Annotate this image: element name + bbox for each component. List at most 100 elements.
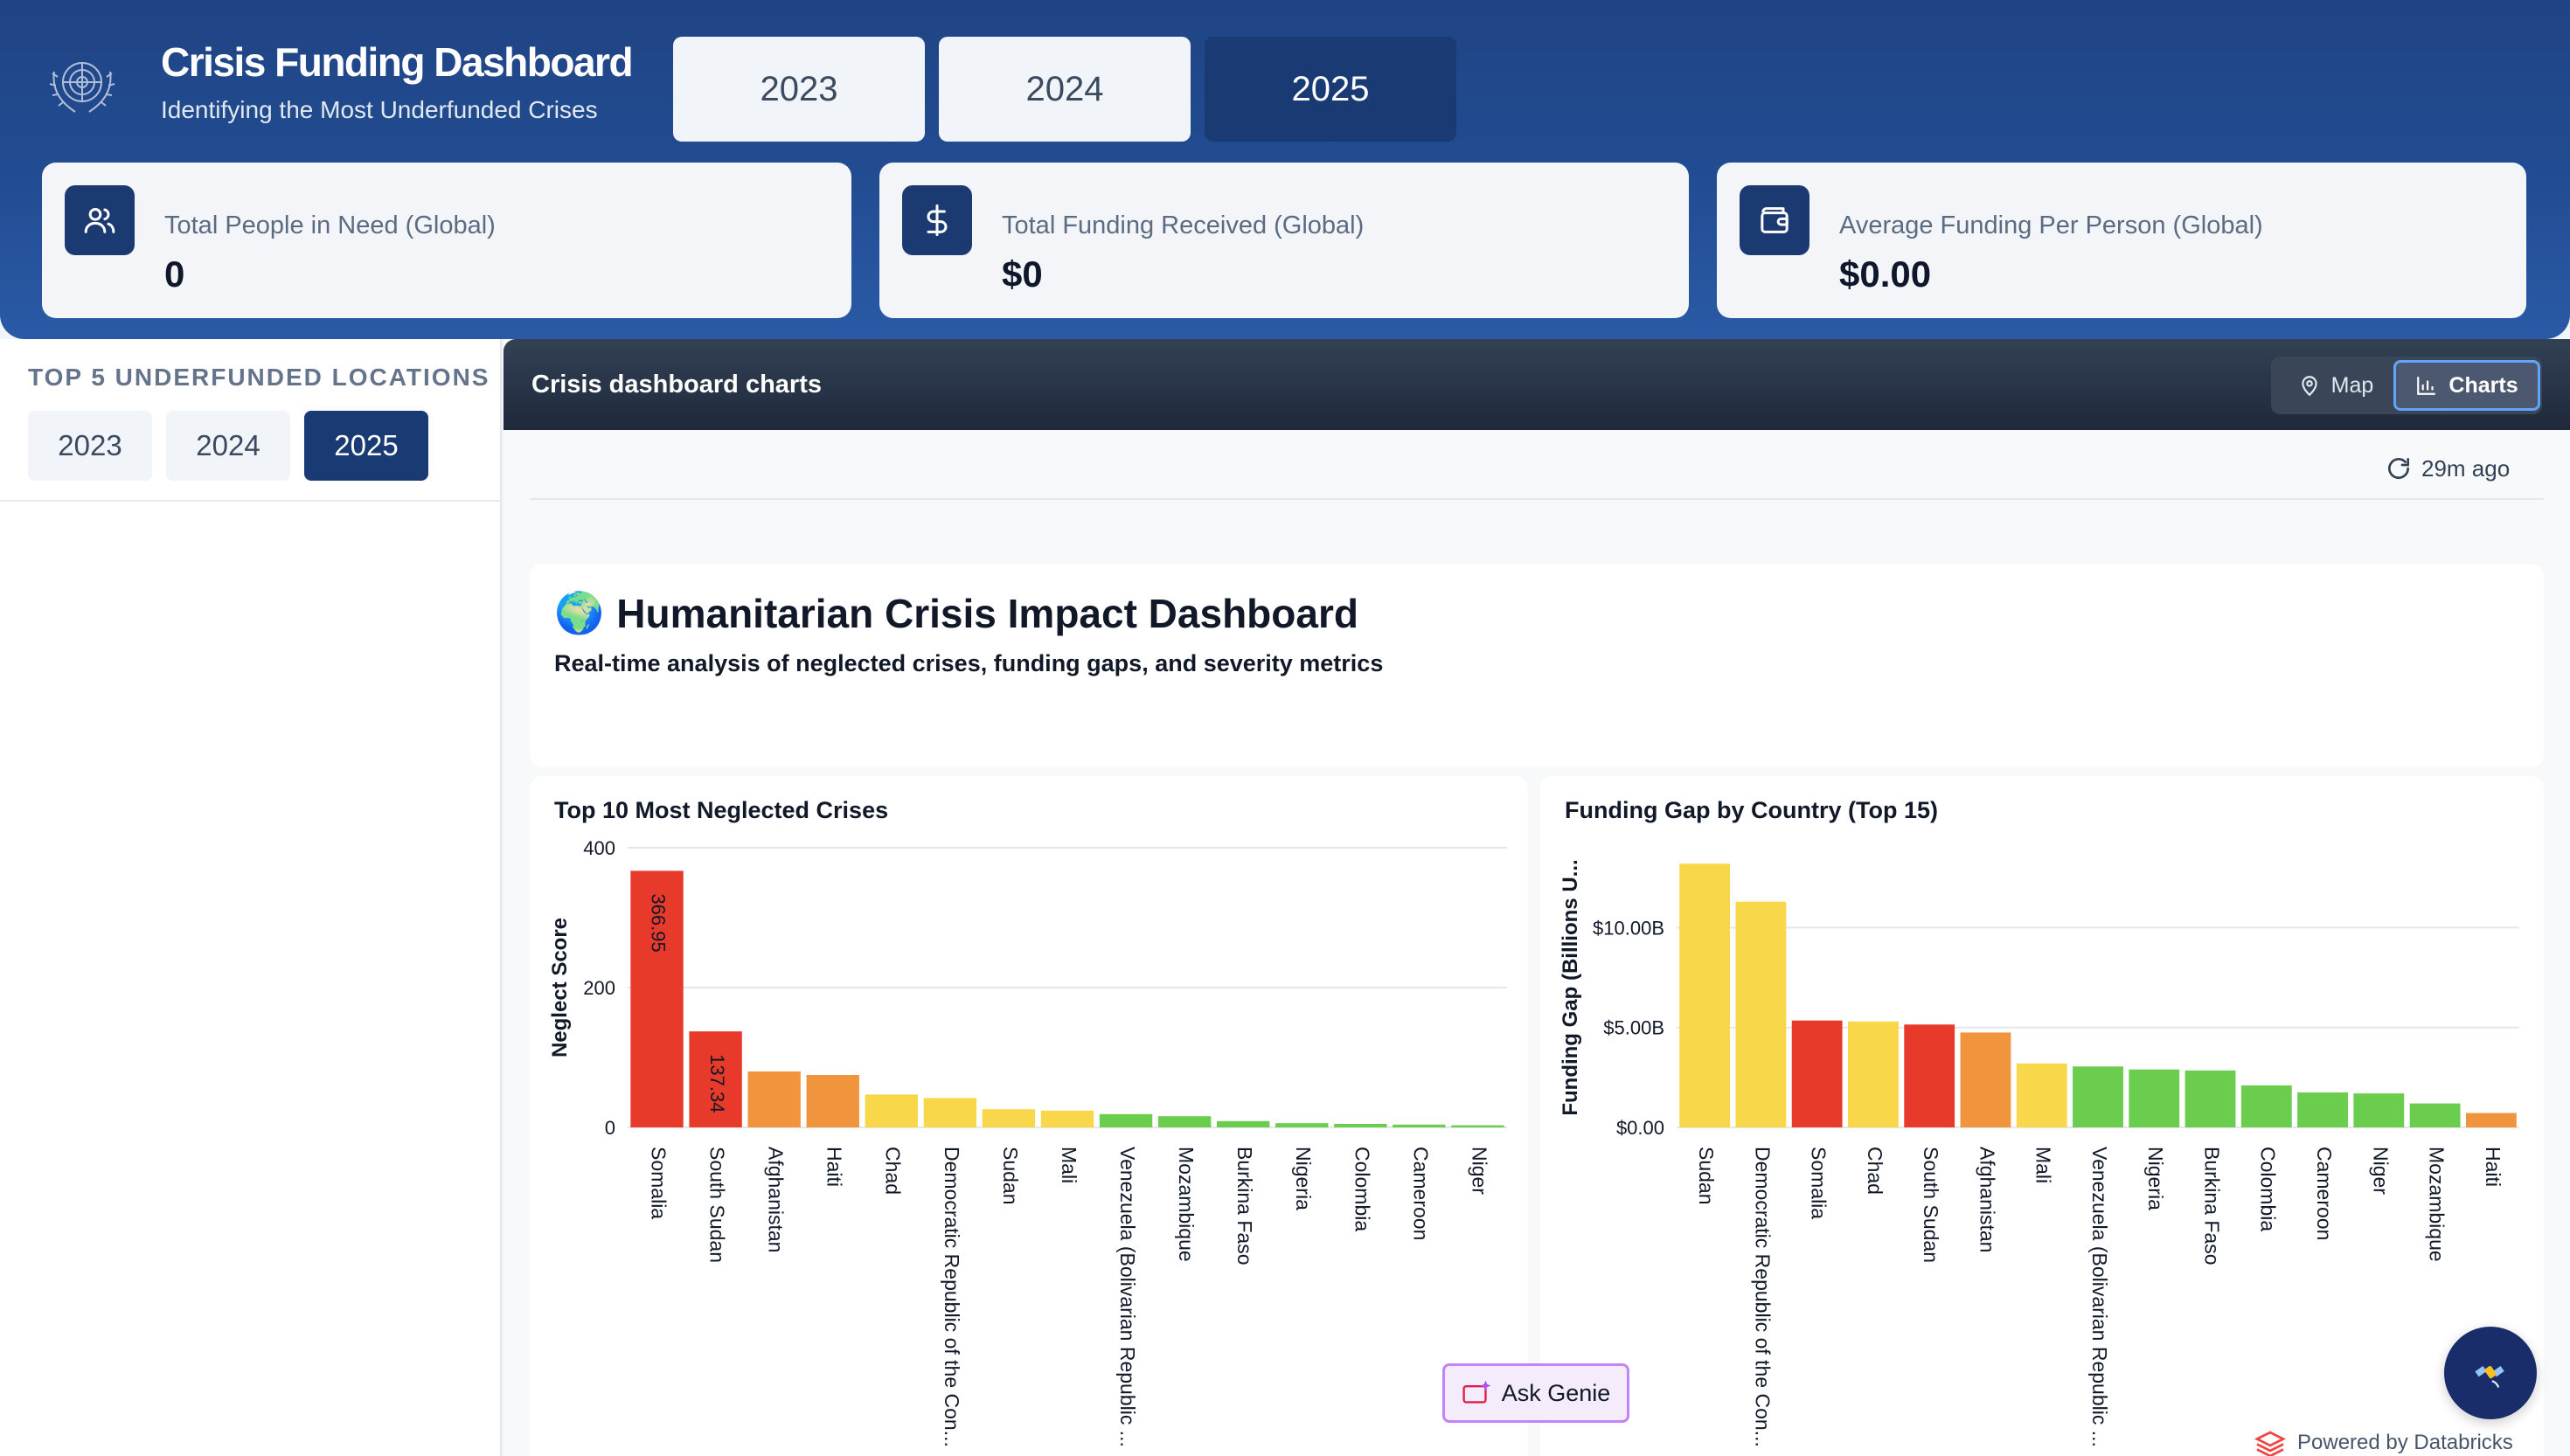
- x-tick-label: Niger: [1468, 1147, 1490, 1195]
- bar[interactable]: [1040, 1110, 1094, 1127]
- bar[interactable]: [630, 870, 684, 1127]
- ask-genie-label: Ask Genie: [1501, 1379, 1611, 1406]
- kpi-value: $0.00: [1839, 253, 1932, 295]
- bar[interactable]: [865, 1094, 918, 1127]
- year-tab-2023[interactable]: 2023: [673, 37, 925, 142]
- bar[interactable]: [1451, 1125, 1504, 1127]
- bar[interactable]: [689, 1031, 742, 1127]
- x-tick-label: Burkina Faso: [1233, 1147, 1256, 1265]
- x-tick-label: Mozambique: [1175, 1147, 1198, 1262]
- bar[interactable]: [1275, 1123, 1329, 1127]
- x-tick-label: South Sudan: [706, 1147, 729, 1263]
- refresh-time: 29m ago: [2421, 454, 2511, 482]
- dashboard-title-text: Humanitarian Crisis Impact Dashboard: [616, 590, 1358, 636]
- genie-sparkle-icon: [1462, 1380, 1491, 1404]
- location-year-tab-2024[interactable]: 2024: [166, 411, 290, 481]
- neglected-crises-chart: 0 200 400 Neglect Score 366.95 Somalia 137.34 S…: [548, 837, 1507, 1447]
- x-tick-label: Venezuela (Bolivarian Republic ...: [2088, 1147, 2111, 1447]
- charts-topbar: Crisis dashboard charts Map Charts: [504, 339, 2570, 430]
- panel-title: TOP 5 UNDERFUNDED LOCATIONS: [28, 364, 490, 391]
- bar[interactable]: [1679, 863, 1731, 1127]
- bar[interactable]: [1157, 1116, 1212, 1127]
- location-year-tab-2025[interactable]: 2025: [304, 411, 428, 481]
- bar[interactable]: [2129, 1069, 2180, 1127]
- year-tab-2025[interactable]: 2025: [1205, 37, 1456, 142]
- y-tick-label: $10.00B: [1593, 917, 1664, 939]
- x-tick-label: Democratic Republic of the Con...: [1751, 1147, 1774, 1447]
- x-tick-label: Nigeria: [1292, 1147, 1315, 1210]
- topbar-title: Crisis dashboard charts: [531, 371, 822, 399]
- refresh-icon: [2388, 458, 2409, 479]
- x-tick-label: Niger: [2369, 1147, 2392, 1195]
- bar[interactable]: [982, 1109, 1036, 1127]
- charts-toggle-button[interactable]: Charts: [2393, 360, 2540, 411]
- y-tick-label: 200: [583, 977, 615, 999]
- bar[interactable]: [1334, 1124, 1387, 1127]
- funding-gap-chart: $0.00 $5.00B $10.00B Funding Gap (Billions …: [1559, 859, 2519, 1447]
- x-tick-label: Somalia: [647, 1147, 670, 1219]
- globe-icon: 🌍: [554, 590, 605, 635]
- chart-title: Funding Gap by Country (Top 15): [1565, 797, 1938, 823]
- kpi-label: Total People in Need (Global): [164, 211, 496, 239]
- bar[interactable]: [1217, 1120, 1270, 1127]
- underfunded-locations-panel: TOP 5 UNDERFUNDED LOCATIONS 2023 2024 20…: [0, 339, 502, 1456]
- bar[interactable]: [1791, 1020, 1843, 1127]
- bar[interactable]: [1099, 1113, 1153, 1127]
- bar-data-label: 366.95: [648, 893, 670, 952]
- y-tick-label: $0.00: [1616, 1117, 1664, 1139]
- map-toggle-label: Map: [2330, 372, 2374, 398]
- kpi-value: 0: [164, 253, 185, 295]
- x-tick-label: Mali: [2032, 1147, 2055, 1183]
- bar[interactable]: [1735, 901, 1787, 1127]
- map-toggle-button[interactable]: Map: [2275, 360, 2397, 411]
- bar[interactable]: [1904, 1024, 1955, 1127]
- x-tick-label: Mali: [1058, 1147, 1080, 1183]
- kpi-card-people-in-need: Total People in Need (Global) 0: [42, 163, 851, 318]
- satellite-icon: [2475, 1365, 2504, 1388]
- chart-title: Top 10 Most Neglected Crises: [554, 797, 889, 823]
- kpi-card-avg-funding: Average Funding Per Person (Global) $0.0…: [1717, 163, 2526, 318]
- bar[interactable]: [2016, 1063, 2067, 1127]
- bar[interactable]: [806, 1075, 859, 1127]
- users-icon: [65, 185, 135, 255]
- x-tick-label: Haiti: [823, 1147, 846, 1187]
- powered-by: Powered by Databricks: [2254, 1430, 2513, 1456]
- bar[interactable]: [2465, 1113, 2517, 1127]
- dashboard-subtitle: Real-time analysis of neglected crises, …: [554, 650, 1384, 676]
- charts-toggle-label: Charts: [2448, 372, 2518, 398]
- x-tick-label: Burkina Faso: [2200, 1147, 2223, 1265]
- divider: [530, 498, 2544, 500]
- year-tab-2024[interactable]: 2024: [939, 37, 1191, 142]
- x-tick-label: Mozambique: [2426, 1147, 2448, 1262]
- bar[interactable]: [2353, 1093, 2405, 1127]
- funding-gap-chart-card: Funding Gap by Country (Top 15) $0.00 $5.…: [1540, 776, 2544, 1456]
- dashboard-title: 🌍 Humanitarian Crisis Impact Dashboard: [554, 589, 1358, 637]
- bar[interactable]: [2184, 1070, 2236, 1127]
- bar[interactable]: [2073, 1066, 2123, 1127]
- refresh-status[interactable]: 29m ago: [2385, 454, 2510, 482]
- bar-chart-icon: [2417, 377, 2436, 395]
- bar[interactable]: [2409, 1103, 2461, 1127]
- x-tick-label: Colombia: [2257, 1147, 2280, 1231]
- kpi-label: Total Funding Received (Global): [1002, 211, 1365, 239]
- location-year-tab-2023[interactable]: 2023: [28, 411, 152, 481]
- bar[interactable]: [1848, 1021, 1899, 1127]
- bar[interactable]: [2297, 1092, 2348, 1127]
- map-pin-icon: [2302, 376, 2317, 397]
- ask-genie-button[interactable]: Ask Genie: [1442, 1363, 1629, 1423]
- bar[interactable]: [2240, 1085, 2292, 1127]
- kpi-card-funding-received: Total Funding Received (Global) $0: [879, 163, 1689, 318]
- bar[interactable]: [923, 1098, 977, 1127]
- app-subtitle: Identifying the Most Underfunded Crises: [161, 96, 598, 123]
- x-tick-label: Nigeria: [2144, 1147, 2167, 1210]
- view-toggle: Map Charts: [2271, 357, 2542, 414]
- x-tick-label: Sudan: [1695, 1147, 1718, 1205]
- neglected-crises-chart-card: Top 10 Most Neglected Crises 0 200 400 Negl…: [530, 776, 1528, 1456]
- kpi-label: Average Funding Per Person (Global): [1839, 211, 2263, 239]
- y-axis-label: Funding Gap (Billions U...: [1559, 859, 1582, 1115]
- bar[interactable]: [1393, 1124, 1446, 1127]
- divider: [0, 500, 502, 502]
- assistant-fab-button[interactable]: [2444, 1327, 2537, 1419]
- bar[interactable]: [747, 1071, 801, 1127]
- bar[interactable]: [1960, 1032, 2011, 1127]
